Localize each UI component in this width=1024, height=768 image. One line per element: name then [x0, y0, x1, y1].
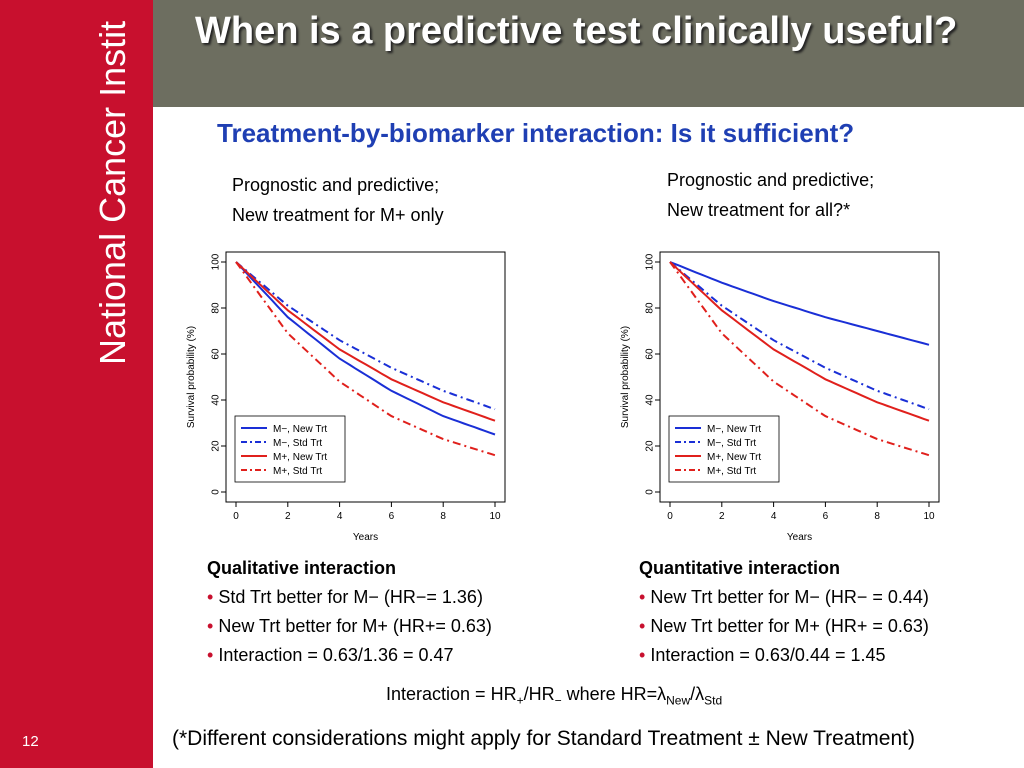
- page-title: When is a predictive test clinically use…: [195, 10, 958, 52]
- formula-sub-minus: −: [554, 693, 562, 708]
- y-tick-label: 40: [645, 394, 656, 406]
- formula-lambda-std: λ: [695, 684, 705, 704]
- series-line-2: [669, 261, 930, 411]
- formula-sub-new: New: [666, 693, 691, 708]
- bullet-icon: •: [207, 616, 214, 636]
- right-summary-line: • New Trt better for M+ (HR+ = 0.63): [639, 612, 929, 641]
- series-line-3: [669, 261, 930, 422]
- bullet-icon: •: [207, 587, 214, 607]
- formula-sub-std: Std: [704, 693, 723, 708]
- right-caption-line-1: Prognostic and predictive;: [667, 170, 875, 190]
- x-tick-label: 0: [667, 511, 673, 522]
- brand-logo: National Cancer Institute: [92, 20, 133, 365]
- legend-label-4: M+, Std Trt: [273, 466, 322, 477]
- bullet-icon: •: [639, 587, 646, 607]
- left-caption-line-1: Prognostic and predictive;: [232, 175, 440, 195]
- brand-text: National Cancer Institute: [92, 20, 133, 365]
- legend-label-2: M−, Std Trt: [273, 438, 322, 449]
- x-tick-label: 8: [874, 511, 880, 522]
- x-tick-label: 0: [233, 511, 239, 522]
- left-summary-line: • New Trt better for M+ (HR+= 0.63): [207, 612, 492, 641]
- x-tick-label: 4: [337, 511, 343, 522]
- left-summary-text-3: Interaction = 0.63/1.36 = 0.47: [218, 645, 454, 665]
- subtitle: Treatment-by-biomarker interaction: Is i…: [217, 118, 855, 148]
- x-tick-label: 2: [719, 511, 725, 522]
- right-summary-heading: Quantitative interaction: [639, 558, 841, 578]
- x-tick-label: 2: [285, 511, 291, 522]
- x-tick-label: 10: [923, 511, 935, 522]
- left-summary-line: • Interaction = 0.63/1.36 = 0.47: [207, 641, 492, 670]
- bullet-icon: •: [207, 645, 214, 665]
- title-bar: When is a predictive test clinically use…: [153, 0, 1024, 107]
- left-caption-line-2: New treatment for M+ only: [232, 205, 444, 225]
- formula-lambda-new: λ: [657, 684, 667, 704]
- legend-label-3: M+, New Trt: [707, 452, 761, 463]
- slide-number: 12: [22, 733, 39, 750]
- legend-label-2: M−, Std Trt: [707, 438, 756, 449]
- series-line-1: [235, 261, 496, 436]
- right-caption-line-2: New treatment for all?*: [667, 200, 851, 220]
- left-caption: Prognostic and predictive; New treatment…: [232, 170, 444, 230]
- plot-frame: [225, 251, 506, 503]
- right-summary: Quantitative interaction • New Trt bette…: [639, 554, 929, 670]
- right-summary-line: • New Trt better for M− (HR− = 0.44): [639, 583, 929, 612]
- legend-label-3: M+, New Trt: [273, 452, 327, 463]
- y-tick-label: 60: [645, 348, 656, 360]
- right-caption: Prognostic and predictive; New treatment…: [667, 165, 874, 225]
- formula-sep: /: [690, 684, 696, 704]
- right-summary-text-3: Interaction = 0.63/0.44 = 1.45: [650, 645, 886, 665]
- series-line-3: [235, 261, 496, 422]
- y-tick-label: 40: [211, 394, 222, 406]
- x-tick-label: 6: [823, 511, 829, 522]
- right-summary-line: • Interaction = 0.63/0.44 = 1.45: [639, 641, 929, 670]
- x-axis-label: Years: [787, 532, 812, 543]
- formula-lhs: Interaction = HR: [386, 684, 517, 704]
- plot-frame: [659, 251, 940, 503]
- y-tick-label: 60: [211, 348, 222, 360]
- x-tick-label: 4: [771, 511, 777, 522]
- y-tick-label: 0: [211, 489, 222, 495]
- left-summary-text-1: Std Trt better for M− (HR−= 1.36): [218, 587, 483, 607]
- legend-label-1: M−, New Trt: [707, 424, 761, 435]
- right-summary-text-2: New Trt better for M+ (HR+ = 0.63): [650, 616, 929, 636]
- footnote: (*Different considerations might apply f…: [172, 727, 915, 750]
- x-tick-label: 8: [440, 511, 446, 522]
- y-tick-label: 20: [211, 440, 222, 452]
- left-summary-line: • Std Trt better for M− (HR−= 1.36): [207, 583, 492, 612]
- left-summary: Qualitative interaction • Std Trt better…: [207, 554, 492, 670]
- y-axis-label: Survival probability (%): [186, 326, 197, 428]
- formula-slash: /HR: [523, 684, 555, 704]
- y-tick-label: 100: [211, 253, 222, 270]
- legend-label-4: M+, Std Trt: [707, 466, 756, 477]
- series-line-4: [669, 261, 930, 457]
- y-tick-label: 80: [645, 302, 656, 314]
- series-line-4: [235, 261, 496, 457]
- left-summary-heading: Qualitative interaction: [207, 558, 397, 578]
- x-tick-label: 6: [389, 511, 395, 522]
- y-axis-label: Survival probability (%): [620, 326, 631, 428]
- bullet-icon: •: [639, 645, 646, 665]
- y-tick-label: 0: [645, 489, 656, 495]
- formula-where: where HR=: [561, 684, 658, 704]
- series-line-1: [669, 261, 930, 346]
- y-tick-label: 20: [645, 440, 656, 452]
- bullet-icon: •: [639, 616, 646, 636]
- x-axis-label: Years: [353, 532, 378, 543]
- y-tick-label: 100: [645, 253, 656, 270]
- series-line-2: [235, 261, 496, 411]
- right-summary-text-1: New Trt better for M− (HR− = 0.44): [650, 587, 929, 607]
- sidebar: National Cancer Institute 12: [0, 0, 153, 768]
- left-summary-text-2: New Trt better for M+ (HR+= 0.63): [218, 616, 492, 636]
- y-tick-label: 80: [211, 302, 222, 314]
- legend-label-1: M−, New Trt: [273, 424, 327, 435]
- interaction-formula: Interaction = HR+/HR− where HR=λNew/λStd: [386, 684, 722, 708]
- x-tick-label: 10: [489, 511, 501, 522]
- formula-sub-plus: +: [516, 693, 524, 708]
